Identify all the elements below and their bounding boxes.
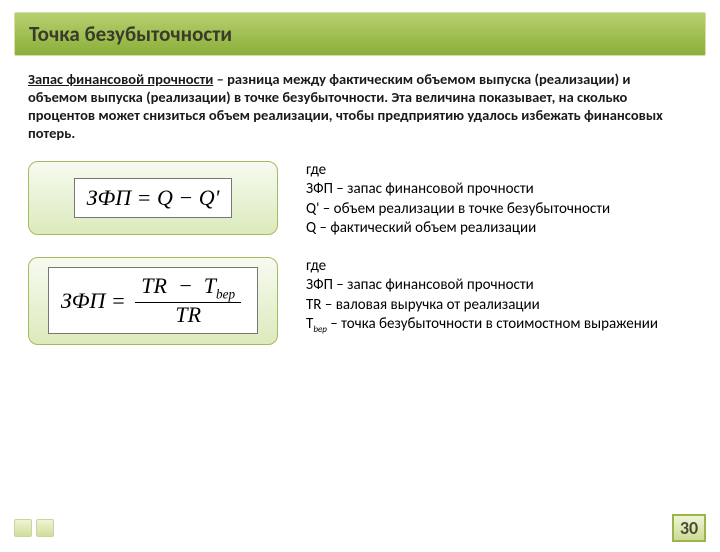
f2-lhs: ЗФП <box>61 288 105 314</box>
formula-row-1: ЗФП = Q − Q' где ЗФП – запас финансовой … <box>0 161 720 239</box>
explain-1: где ЗФП – запас финансовой прочности Q' … <box>306 161 610 239</box>
f2-tr: TR <box>141 273 167 298</box>
footer-square-1 <box>14 519 32 537</box>
formula-2: ЗФП = TR − Tbep TR <box>48 267 258 334</box>
explain1-q: Q – фактический объем реализации <box>306 219 610 239</box>
explain2-where: где <box>306 257 658 277</box>
intro-term: Запас финансовой прочности <box>28 70 213 88</box>
formula-row-2: ЗФП = TR − Tbep TR где ЗФП – запас финан… <box>0 257 720 345</box>
title-bar: Точка безубыточности <box>14 12 706 56</box>
f2-t: T <box>204 273 216 298</box>
f2-denominator: TR <box>169 303 207 327</box>
formula-box-1: ЗФП = Q − Q' <box>28 161 278 235</box>
explain2-tbep-text: – точка безубыточности в стоимостном выр… <box>327 315 658 333</box>
f2-numerator: TR − Tbep <box>135 274 241 303</box>
minus-sign: − <box>173 185 199 211</box>
footer: 30 <box>14 514 706 542</box>
f1-qprime: Q' <box>199 185 220 211</box>
equals-sign: = <box>105 288 131 314</box>
intro-paragraph: Запас финансовой прочности – разница меж… <box>28 70 692 143</box>
footer-marks <box>14 519 54 537</box>
formula-box-2: ЗФП = TR − Tbep TR <box>28 257 278 345</box>
explain1-where: где <box>306 161 610 181</box>
explain1-qprime: Q' – объем реализации в точке безубыточн… <box>306 200 610 220</box>
explain-2: где ЗФП – запас финансовой прочности TR … <box>306 257 658 336</box>
f1-q: Q <box>157 185 173 211</box>
explain2-tr: TR – валовая выручка от реализации <box>306 296 658 316</box>
formula-1: ЗФП = Q − Q' <box>74 178 233 218</box>
f2-bep: bep <box>216 286 235 301</box>
explain2-tbep: Tbep – точка безубыточности в стоимостно… <box>306 315 658 336</box>
minus-sign: − <box>172 273 198 298</box>
page-title: Точка безубыточности <box>29 21 691 47</box>
explain2-bep-sub: bep <box>313 324 327 335</box>
f1-lhs: ЗФП <box>87 185 131 211</box>
f2-fraction: TR − Tbep TR <box>135 274 241 327</box>
explain1-zfp: ЗФП – запас финансовой прочности <box>306 180 610 200</box>
equals-sign: = <box>131 185 157 211</box>
explain2-zfp: ЗФП – запас финансовой прочности <box>306 276 658 296</box>
page-number: 30 <box>672 514 706 542</box>
footer-square-2 <box>36 519 54 537</box>
